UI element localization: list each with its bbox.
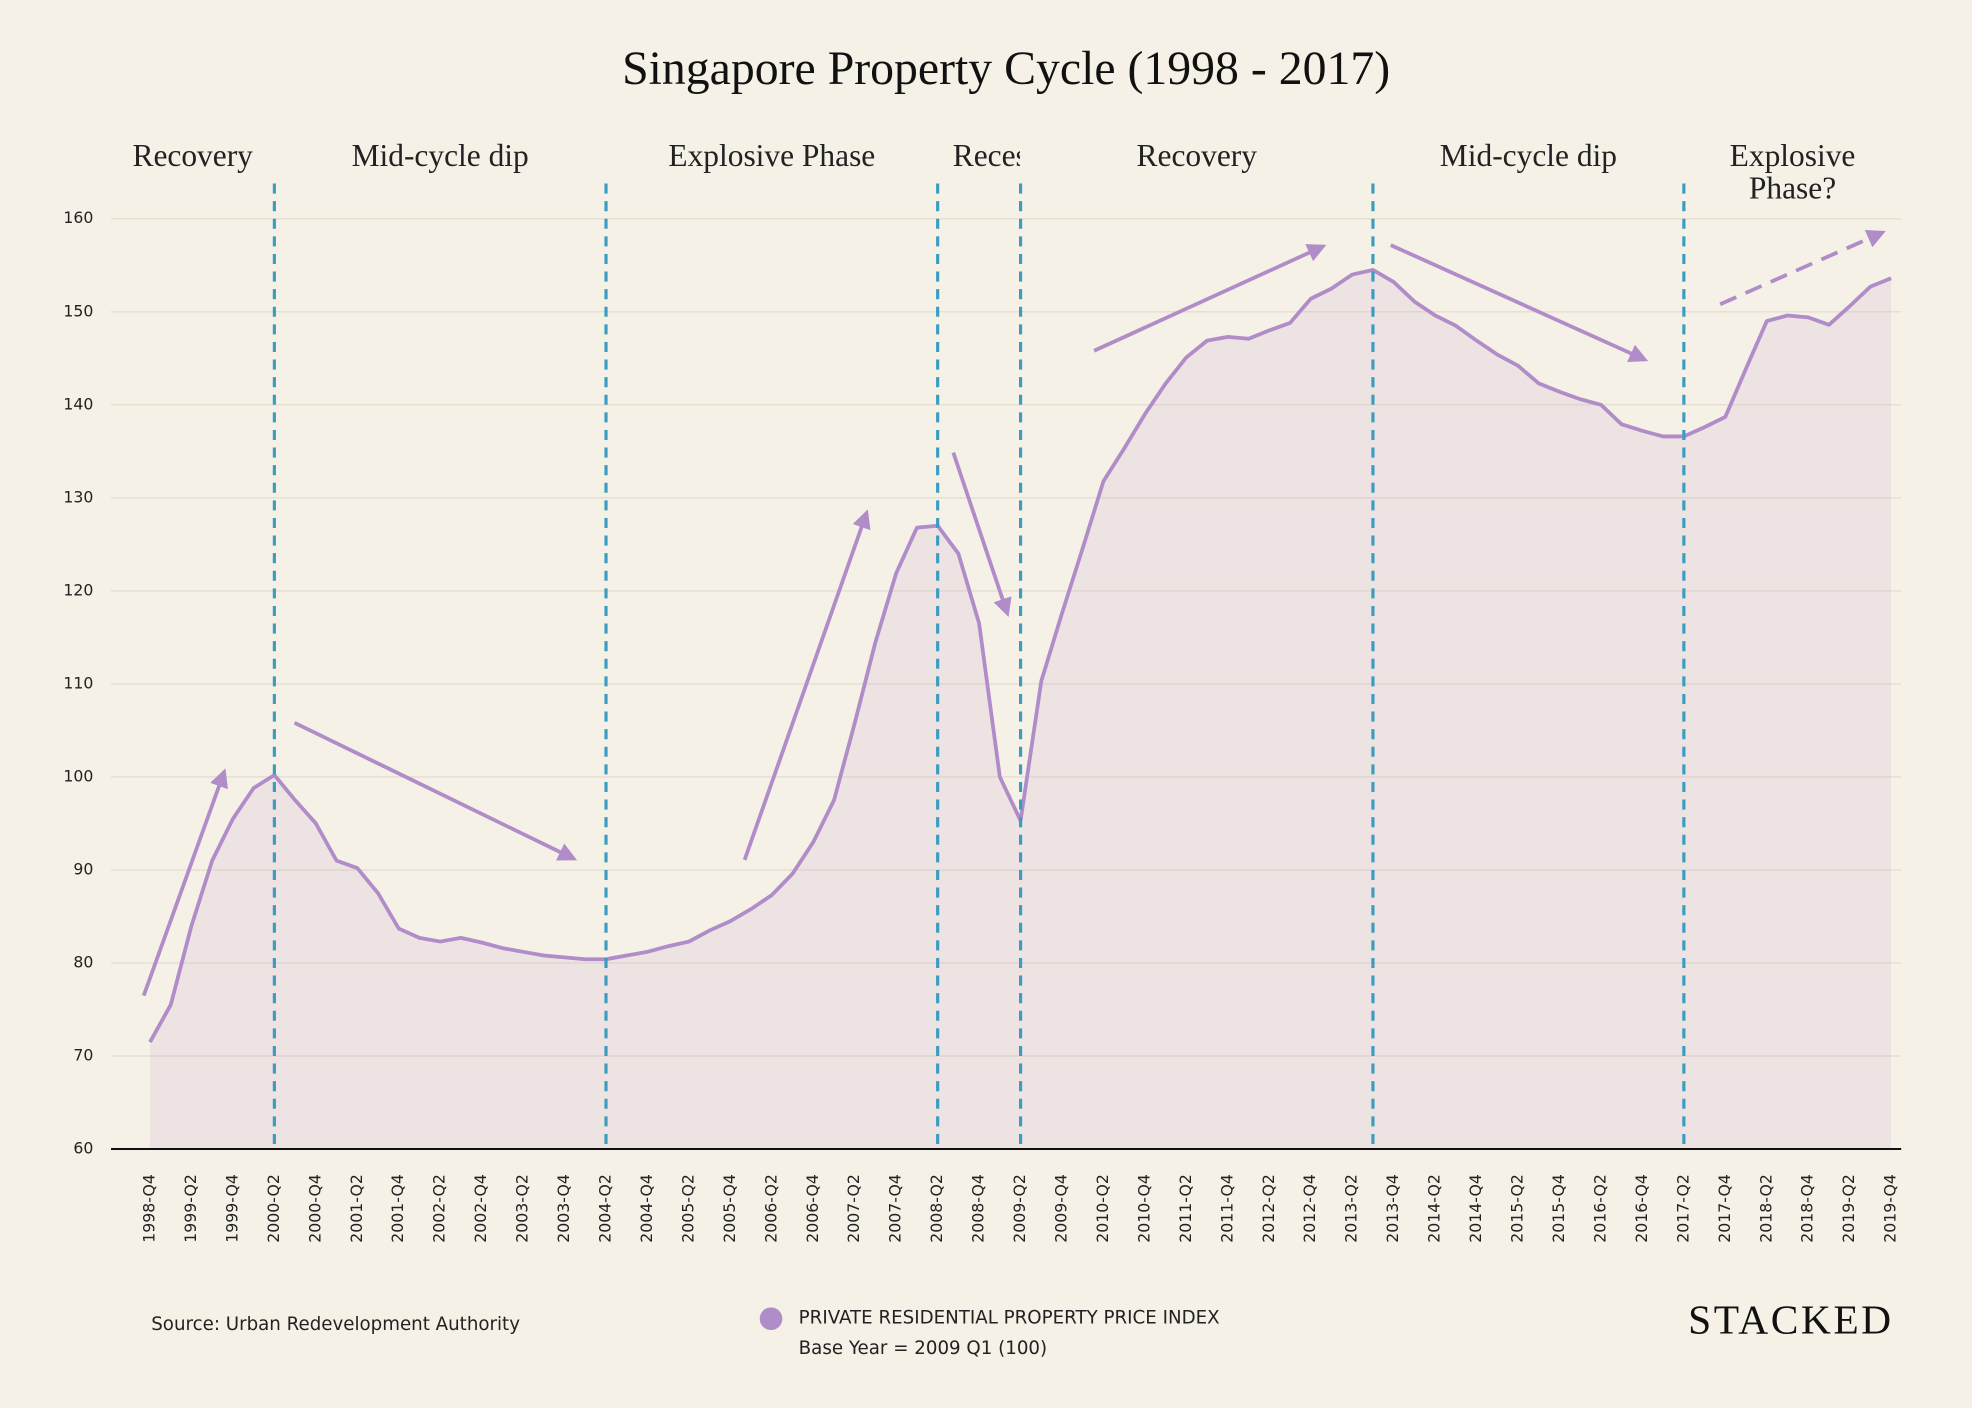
- x-tick-label: 2018-Q2: [1756, 1174, 1775, 1243]
- arrow: [293, 721, 578, 861]
- x-tick-label: 1999-Q4: [222, 1174, 241, 1243]
- phase-label-box: Mid-cycle dip: [1439, 140, 1617, 174]
- phase-label-box: Recovery: [1136, 140, 1257, 174]
- y-tick-label: 160: [63, 208, 93, 227]
- x-tick-label: 2002-Q4: [471, 1174, 490, 1243]
- x-tick-label: 1999-Q2: [181, 1174, 200, 1243]
- legend-marker: [759, 1307, 783, 1331]
- phase-label: Explosive Phase: [668, 140, 876, 174]
- area: [150, 269, 1892, 1150]
- x-tick-label: 2009-Q4: [1052, 1174, 1071, 1243]
- phase-label: Recovery: [132, 140, 253, 174]
- y-tick-label: 70: [73, 1046, 93, 1065]
- x-tick-label: 2007-Q2: [844, 1174, 863, 1243]
- x-tick-label: 2009-Q2: [1010, 1174, 1029, 1243]
- phase-label: Recession: [952, 140, 1021, 174]
- x-tick-label: 2018-Q4: [1798, 1174, 1817, 1243]
- phase-label-box: Recovery: [132, 140, 253, 174]
- x-tick-label: 2010-Q4: [1134, 1174, 1153, 1243]
- x-tick-label: 2013-Q2: [1342, 1174, 1361, 1243]
- x-tick-label: 2003-Q2: [513, 1174, 532, 1243]
- source: Source: Urban Redevelopment Authority: [151, 1314, 520, 1335]
- arrow: [141, 768, 228, 997]
- x-tick-label: 2004-Q2: [596, 1174, 615, 1243]
- plot-area: [111, 183, 1902, 1151]
- x-tick-label: 2001-Q2: [347, 1174, 366, 1243]
- phase-label-box: Explosive Phase?: [1729, 140, 1856, 207]
- x-tick-label: 2008-Q2: [927, 1174, 946, 1243]
- x-tick-label: 2012-Q4: [1300, 1174, 1319, 1243]
- x-tick-label: 2006-Q4: [803, 1174, 822, 1243]
- x-tick-label: 2006-Q2: [761, 1174, 780, 1243]
- x-tick-label: 2013-Q4: [1383, 1174, 1402, 1243]
- x-tick-label: 2001-Q4: [388, 1174, 407, 1243]
- x-tick-label: 2019-Q2: [1839, 1174, 1858, 1243]
- x-tick-label: 2011-Q4: [1217, 1174, 1236, 1243]
- x-axis: 1998-Q4 1999-Q2 1999-Q4 2000-Q2 2000-Q4 2001-…: [140, 1174, 1900, 1243]
- x-tick-label: 2007-Q4: [886, 1174, 905, 1243]
- legend-note: Base Year = 2009 Q1 (100): [799, 1338, 1047, 1359]
- x-tick-label: 2003-Q4: [554, 1174, 573, 1243]
- phase-label: Mid-cycle dip: [1439, 140, 1617, 174]
- trend-arrows: [141, 230, 1886, 997]
- x-tick-label: 2015-Q2: [1508, 1174, 1527, 1243]
- x-tick-label: 2010-Q2: [1093, 1174, 1112, 1243]
- arrow: [742, 509, 871, 861]
- phase-label: Recovery: [1136, 140, 1257, 174]
- y-tick-label: 90: [73, 859, 93, 878]
- arrow: [1390, 243, 1649, 362]
- x-tick-label: 2016-Q2: [1590, 1174, 1609, 1243]
- y-tick-label: 100: [63, 766, 93, 785]
- x-tick-label: 2000-Q4: [305, 1174, 324, 1243]
- phase-label: Mid-cycle dip: [351, 140, 529, 174]
- x-tick-label: 2000-Q2: [264, 1174, 283, 1243]
- y-tick-label: 140: [63, 394, 93, 413]
- brand: STACKED: [1688, 1296, 1894, 1342]
- x-tick-label: 2014-Q2: [1425, 1174, 1444, 1243]
- y-tick-label: 120: [63, 580, 93, 599]
- phases: Recovery Mid-cycle dip Explosive Phase Rece…: [132, 140, 1856, 207]
- x-tick-label: 2017-Q4: [1715, 1174, 1734, 1243]
- x-tick-label: 2015-Q4: [1549, 1174, 1568, 1243]
- y-tick-label: 110: [63, 673, 93, 692]
- phase-label-box: Mid-cycle dip: [351, 140, 529, 174]
- x-tick-label: 2019-Q4: [1881, 1174, 1900, 1243]
- x-tick-label: 2004-Q4: [637, 1174, 656, 1243]
- x-tick-label: 1998-Q4: [140, 1174, 159, 1243]
- x-tick-label: 2008-Q4: [969, 1174, 988, 1243]
- phase-label-box: Recession: [952, 140, 1021, 174]
- y-tick-label: 130: [63, 487, 93, 506]
- x-tick-label: 2016-Q4: [1632, 1174, 1651, 1243]
- x-tick-label: 2017-Q2: [1673, 1174, 1692, 1243]
- x-tick-label: 2014-Q4: [1466, 1174, 1485, 1243]
- x-tick-label: 2005-Q4: [720, 1174, 739, 1243]
- y-tick-label: 60: [73, 1139, 93, 1158]
- phase-label-box: Explosive Phase: [668, 140, 876, 174]
- x-tick-label: 2005-Q2: [678, 1174, 697, 1243]
- arrow: [1093, 244, 1327, 353]
- chart-title: Singapore Property Cycle (1998 - 2017): [622, 42, 1390, 95]
- x-tick-label: 2002-Q2: [430, 1174, 449, 1243]
- phase-label: Explosive Phase?: [1729, 140, 1856, 207]
- x-tick-label: 2012-Q2: [1259, 1174, 1278, 1243]
- arrow: [951, 451, 1012, 618]
- y-tick-label: 150: [63, 301, 93, 320]
- arrow: [1719, 230, 1886, 306]
- y-tick-label: 80: [73, 952, 93, 971]
- legend-label: PRIVATE RESIDENTIAL PROPERTY PRICE INDEX: [799, 1308, 1220, 1329]
- x-tick-label: 2011-Q2: [1176, 1174, 1195, 1243]
